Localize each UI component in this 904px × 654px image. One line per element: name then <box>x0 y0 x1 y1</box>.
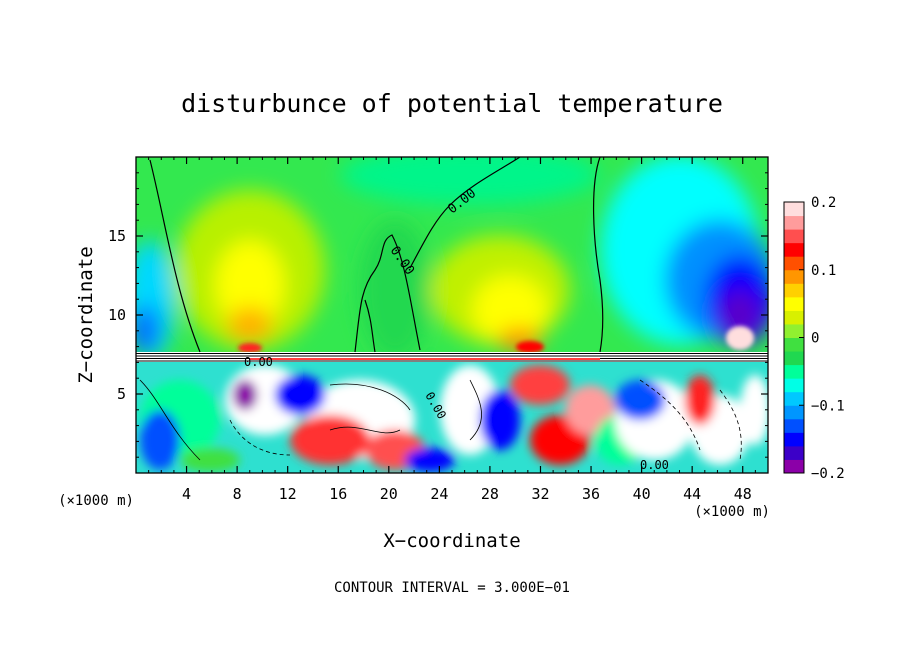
contour-interval-note: CONTOUR INTERVAL = 3.000E−01 <box>334 580 570 596</box>
colorbar-segment <box>784 459 804 474</box>
y-tick-label: 15 <box>108 227 126 245</box>
colorbar-segment <box>784 310 804 325</box>
y-axis-label: Z−coordinate <box>75 246 97 383</box>
colorbar-segment <box>784 229 804 244</box>
colorbar-segment <box>784 242 804 257</box>
x-unit-left: (×1000 m) <box>58 493 134 509</box>
colorbar-segment <box>784 269 804 284</box>
colorbar <box>784 202 804 474</box>
upper-field-details <box>238 326 754 353</box>
y-tick-label: 10 <box>108 306 126 324</box>
x-tick-label: 4 <box>182 485 191 503</box>
colorbar-tick-label: 0.1 <box>811 263 836 279</box>
x-tick-label: 12 <box>279 485 297 503</box>
x-tick-label: 44 <box>683 485 701 503</box>
x-axis: 4 8 12 16 20 24 28 32 36 40 44 48 <box>148 157 756 503</box>
x-tick-label: 8 <box>233 485 242 503</box>
colorbar-segment <box>784 296 804 311</box>
colorbar-segment <box>784 418 804 433</box>
y-tick-label: 5 <box>117 385 126 403</box>
colorbar-segment <box>784 378 804 393</box>
colorbar-segment <box>784 351 804 366</box>
x-unit-right: (×1000 m) <box>694 504 770 520</box>
colorbar-segment <box>784 215 804 230</box>
colorbar-segment <box>784 323 804 338</box>
contour-label: 0.00 <box>244 355 273 369</box>
stratified-band <box>136 352 768 362</box>
x-axis-label: X−coordinate <box>383 530 520 552</box>
x-tick-label: 48 <box>734 485 752 503</box>
colorbar-segment <box>784 445 804 460</box>
colorbar-segment <box>784 256 804 271</box>
heatmap-field: 0.00 0.00 0.00 0.00 0.00 <box>136 157 768 473</box>
y-axis: 5 10 15 <box>108 172 768 458</box>
colorbar-ticks: 0.2 0.1 0 −0.1 −0.2 <box>799 195 845 482</box>
zero-contours <box>149 157 604 353</box>
colorbar-segment <box>784 283 804 298</box>
colorbar-segment <box>784 364 804 379</box>
x-tick-label: 32 <box>531 485 549 503</box>
colorbar-tick-label: 0.2 <box>811 195 836 211</box>
colorbar-segment <box>784 337 804 352</box>
colorbar-segment <box>784 405 804 420</box>
colorbar-segment <box>784 202 804 217</box>
lower-layer-blobs <box>140 365 768 472</box>
x-tick-label: 36 <box>582 485 600 503</box>
colorbar-tick-label: 0 <box>811 331 819 347</box>
contour-label: 0.00 <box>640 458 669 472</box>
colorbar-tick-label: −0.1 <box>811 398 845 414</box>
x-tick-label: 40 <box>633 485 651 503</box>
colorbar-tick-label: −0.2 <box>811 466 845 482</box>
upper-field-blobs <box>136 157 768 360</box>
x-tick-label: 24 <box>430 485 448 503</box>
x-tick-label: 16 <box>329 485 347 503</box>
x-tick-label: 20 <box>380 485 398 503</box>
colorbar-segment <box>784 432 804 447</box>
chart-title: disturbunce of potential temperature <box>181 89 723 118</box>
lower-contours <box>139 379 742 461</box>
x-tick-label: 28 <box>481 485 499 503</box>
colorbar-segment <box>784 391 804 406</box>
